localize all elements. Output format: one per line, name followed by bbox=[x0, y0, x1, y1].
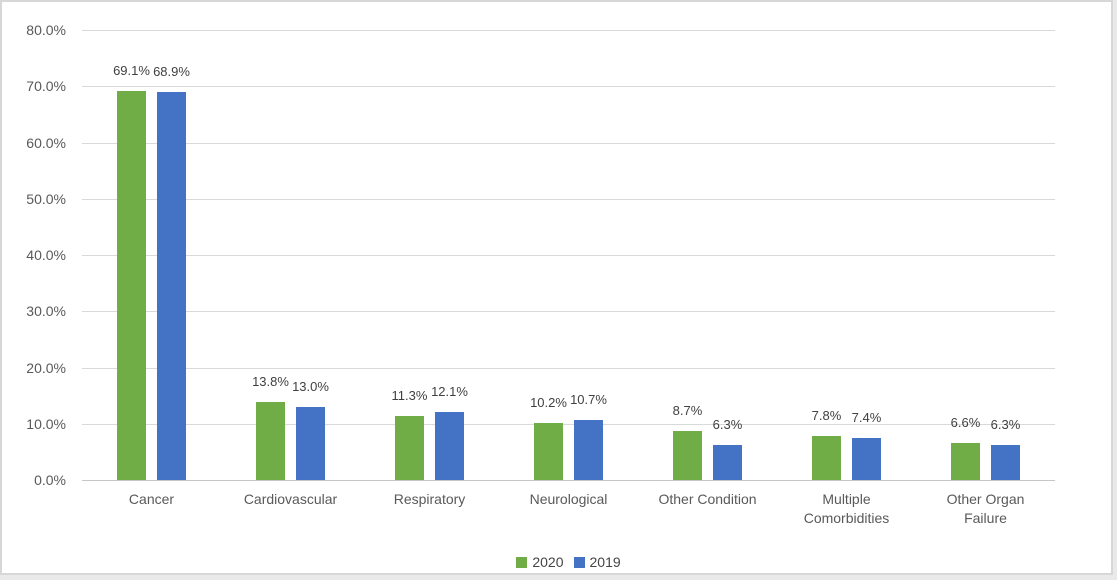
bar-2019 bbox=[991, 444, 1020, 480]
bar-value-label: 6.3% bbox=[990, 416, 1021, 432]
y-axis-tick-label: 10.0% bbox=[26, 415, 66, 432]
bar-value-label: 7.8% bbox=[811, 408, 842, 424]
category-label: Multiple Comorbidities bbox=[803, 491, 890, 526]
bar-value-label: 7.4% bbox=[851, 410, 882, 426]
bar-2020 bbox=[951, 442, 980, 480]
category-label: Other Condition bbox=[658, 491, 757, 507]
gridline bbox=[82, 86, 1055, 88]
bar-value-label: 10.2% bbox=[530, 394, 567, 410]
bar-2020 bbox=[534, 422, 563, 480]
legend-label-2019: 2019 bbox=[589, 554, 621, 570]
y-axis-tick-label: 30.0% bbox=[26, 303, 66, 320]
bar-2020 bbox=[117, 91, 146, 480]
bar-2019 bbox=[713, 444, 742, 480]
bar-2020 bbox=[395, 416, 424, 480]
bar-2020 bbox=[256, 402, 285, 480]
y-axis-tick-label: 0.0% bbox=[34, 472, 66, 488]
bar-value-label: 8.7% bbox=[672, 403, 703, 419]
bar-value-label: 13.8% bbox=[252, 374, 289, 390]
gridline bbox=[82, 367, 1055, 369]
legend-label-2020: 2020 bbox=[532, 554, 564, 570]
legend-item-2020: 2020 bbox=[516, 554, 564, 570]
gridline bbox=[82, 30, 1055, 31]
bar-2020 bbox=[673, 431, 702, 480]
bar-2019 bbox=[296, 406, 325, 480]
x-axis-line bbox=[82, 480, 1055, 481]
category-label: Cancer bbox=[128, 491, 175, 507]
bar-2019 bbox=[574, 419, 603, 480]
bar-value-label: 13.0% bbox=[292, 378, 329, 394]
bar-value-label: 12.1% bbox=[431, 383, 468, 399]
category-label: Neurological bbox=[529, 491, 608, 507]
gridline bbox=[82, 142, 1055, 144]
bar-value-label: 6.6% bbox=[950, 414, 981, 430]
bar-2019 bbox=[157, 92, 186, 480]
category-label: Respiratory bbox=[393, 491, 466, 507]
bar-value-label: 6.3% bbox=[712, 416, 743, 432]
y-axis-tick-label: 20.0% bbox=[26, 359, 66, 376]
y-axis-tick-label: 70.0% bbox=[26, 78, 66, 95]
category-label: Other Organ Failure bbox=[946, 491, 1025, 526]
legend-swatch-2019 bbox=[573, 556, 585, 568]
bar-value-label: 69.1% bbox=[113, 63, 150, 79]
bar-value-label: 10.7% bbox=[570, 391, 607, 407]
gridline bbox=[82, 311, 1055, 313]
bar-2020 bbox=[812, 436, 841, 480]
gridline bbox=[82, 198, 1055, 200]
y-axis-tick-label: 60.0% bbox=[26, 134, 66, 151]
y-axis-tick-label: 40.0% bbox=[26, 247, 66, 263]
legend-swatch-2020 bbox=[516, 556, 528, 568]
legend: 2020 2019 bbox=[82, 551, 1055, 573]
bar-value-label: 11.3% bbox=[391, 388, 428, 404]
bar-2019 bbox=[435, 411, 464, 480]
gridline bbox=[82, 255, 1055, 256]
legend-item-2019: 2019 bbox=[573, 554, 621, 570]
category-label: Cardiovascular bbox=[243, 491, 338, 507]
y-axis-tick-label: 50.0% bbox=[26, 190, 66, 207]
y-axis-tick-label: 80.0% bbox=[26, 22, 66, 38]
bar-2019 bbox=[852, 438, 881, 480]
gridline bbox=[82, 423, 1055, 425]
bar-value-label: 68.9% bbox=[153, 64, 190, 80]
